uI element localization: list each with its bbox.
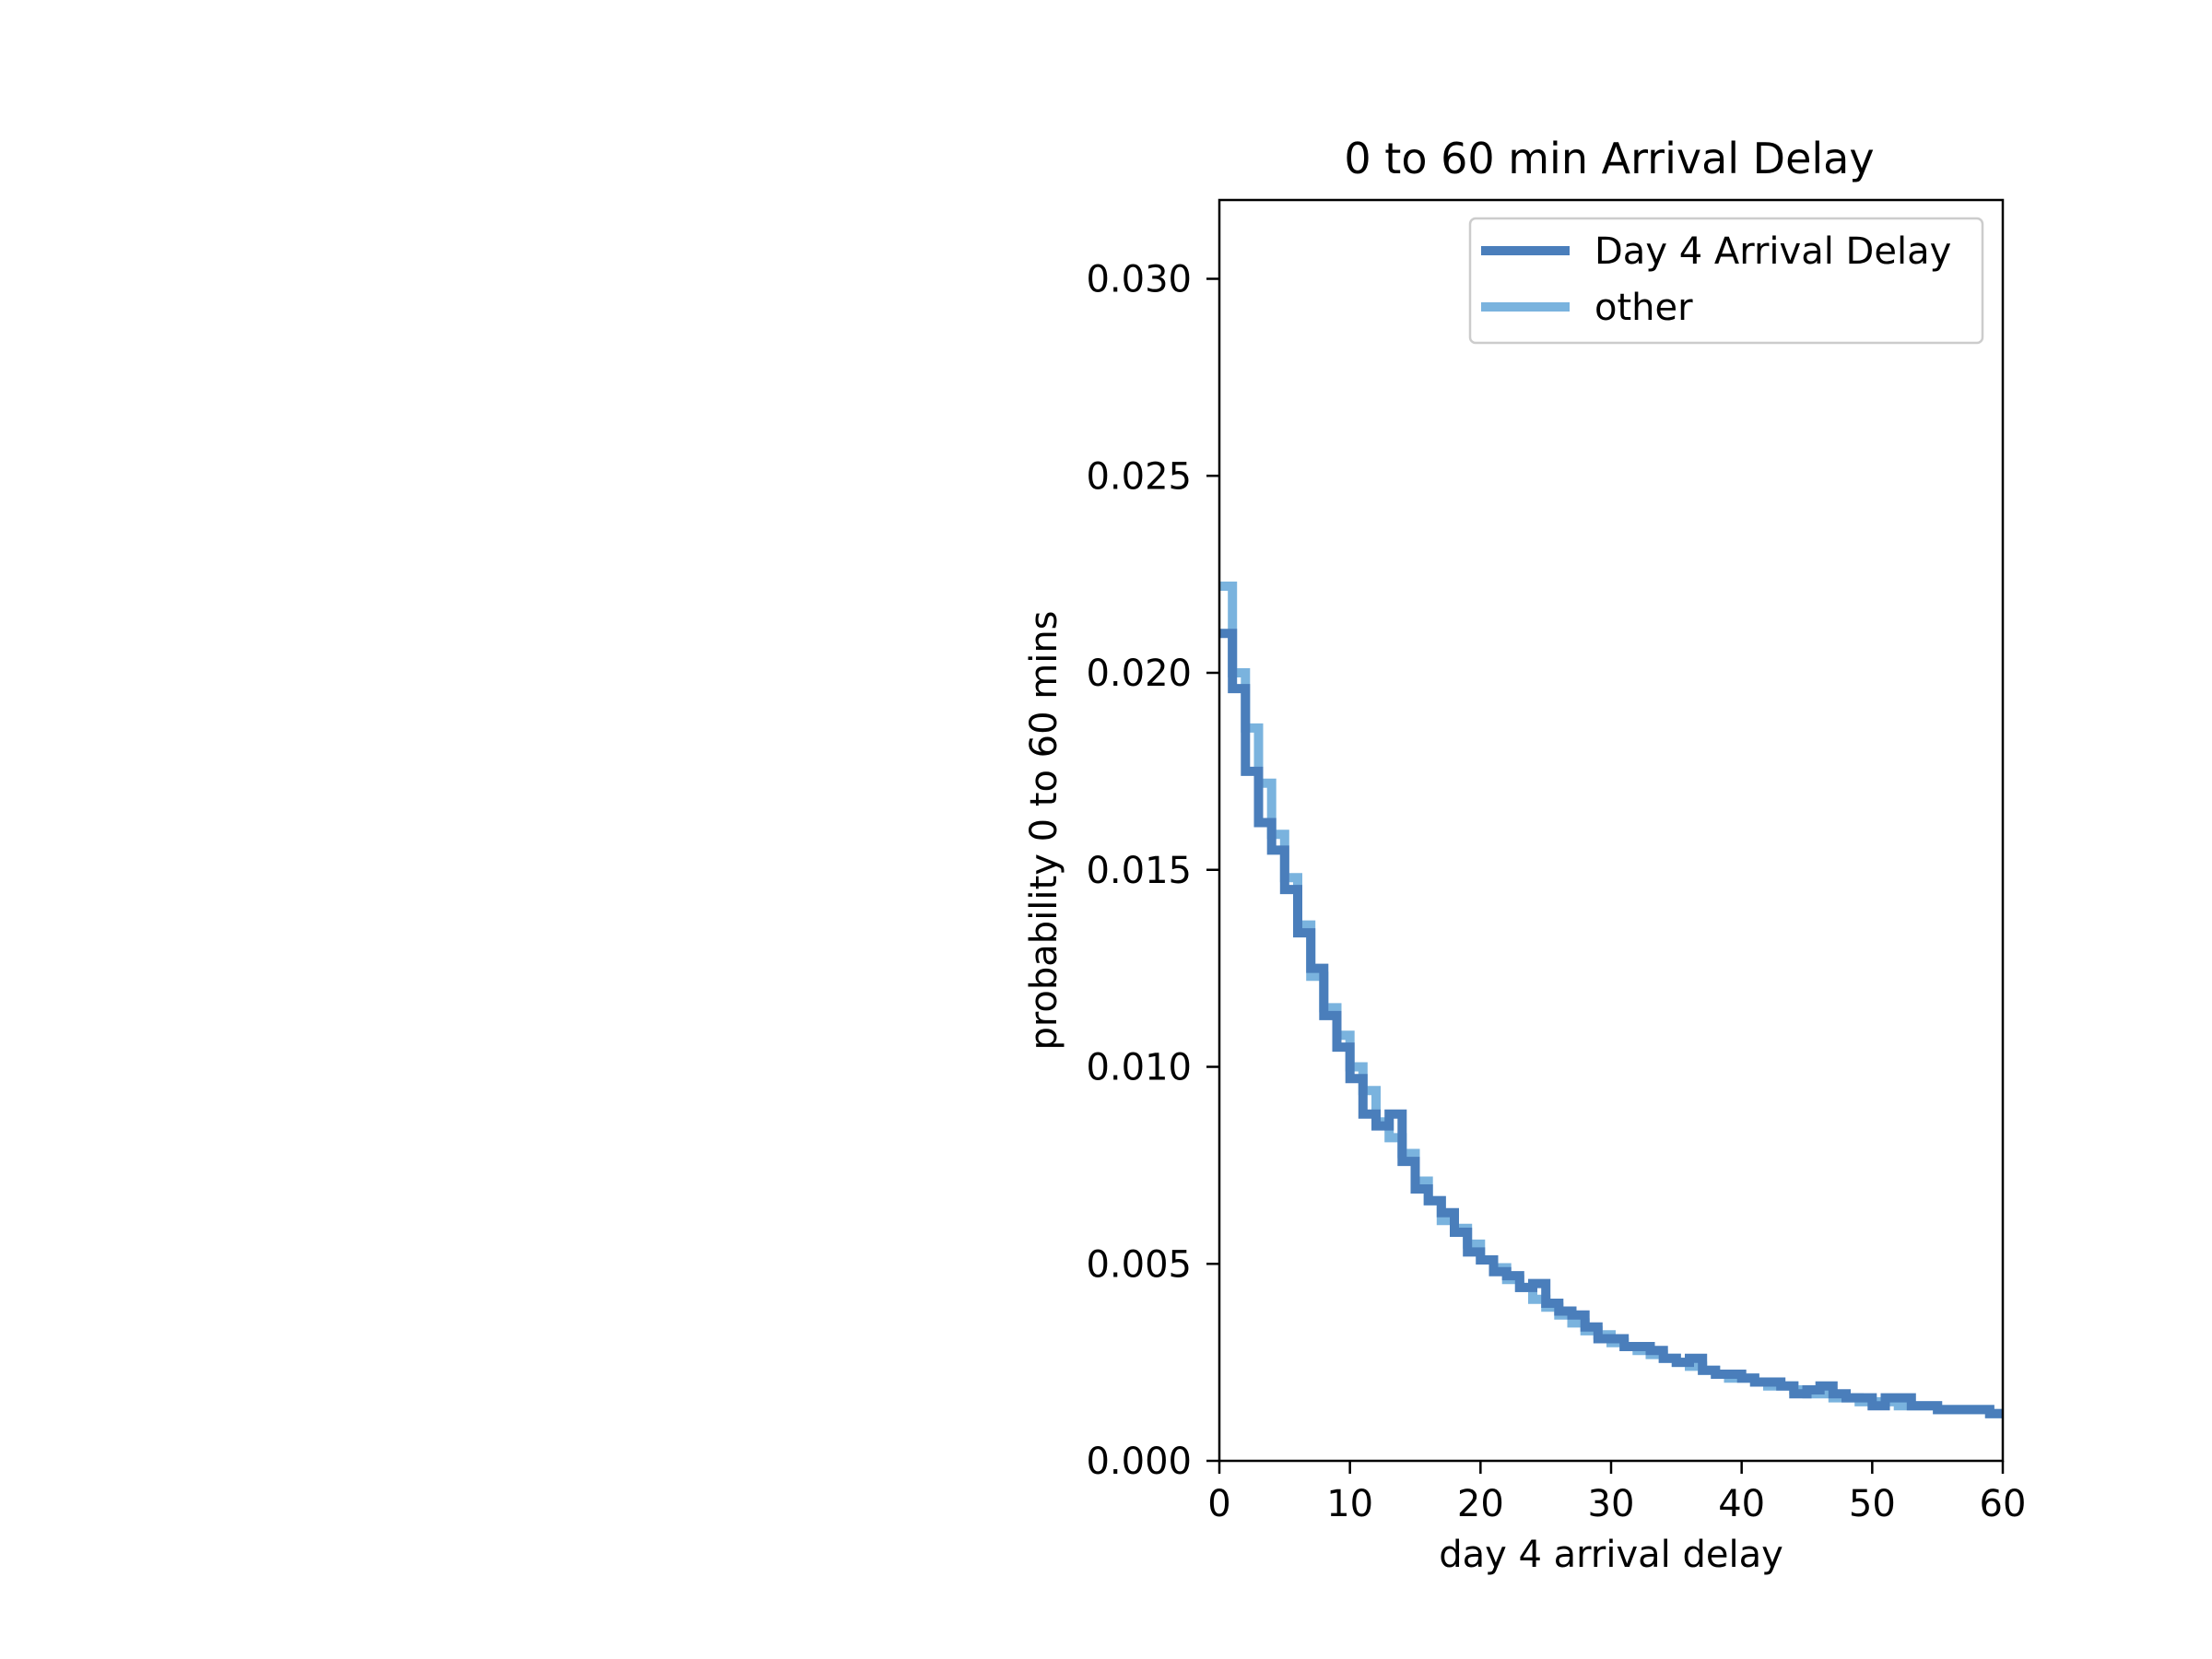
- y-tick-label: 0.020: [1086, 653, 1192, 695]
- y-axis: 0.000 0.005 0.010 0.015 0.020 0.025 0.030: [1086, 259, 1219, 1483]
- x-tick-label: 20: [1457, 1483, 1504, 1525]
- y-tick-label: 0.025: [1086, 455, 1192, 498]
- y-tick-label: 0.000: [1086, 1441, 1192, 1483]
- x-tick-label: 30: [1588, 1483, 1635, 1525]
- series-line-0: [1219, 629, 2003, 1418]
- legend-label-other: other: [1594, 287, 1693, 329]
- series-layer: [1219, 582, 2003, 1418]
- legend-label-day4: Day 4 Arrival Delay: [1594, 230, 1951, 273]
- x-tick-label: 60: [1980, 1483, 2027, 1525]
- x-axis: 0 10 20 30 40 50 60: [1207, 1461, 2026, 1525]
- x-tick-label: 0: [1207, 1483, 1230, 1525]
- legend-box: [1468, 217, 1984, 345]
- y-tick-label: 0.030: [1086, 259, 1192, 301]
- x-axis-label: day 4 arrival delay: [1439, 1534, 1783, 1576]
- legend: Day 4 Arrival Delay other: [1468, 217, 1984, 345]
- y-axis-label: probability 0 to 60 mins: [1023, 610, 1065, 1050]
- y-tick-label: 0.010: [1086, 1047, 1192, 1089]
- y-tick-label: 0.015: [1086, 850, 1192, 892]
- chart-title: 0 to 60 min Arrival Delay: [1344, 134, 1874, 183]
- y-tick-label: 0.005: [1086, 1243, 1192, 1286]
- x-tick-label: 10: [1326, 1483, 1373, 1525]
- x-tick-label: 40: [1718, 1483, 1765, 1525]
- x-tick-label: 50: [1849, 1483, 1896, 1525]
